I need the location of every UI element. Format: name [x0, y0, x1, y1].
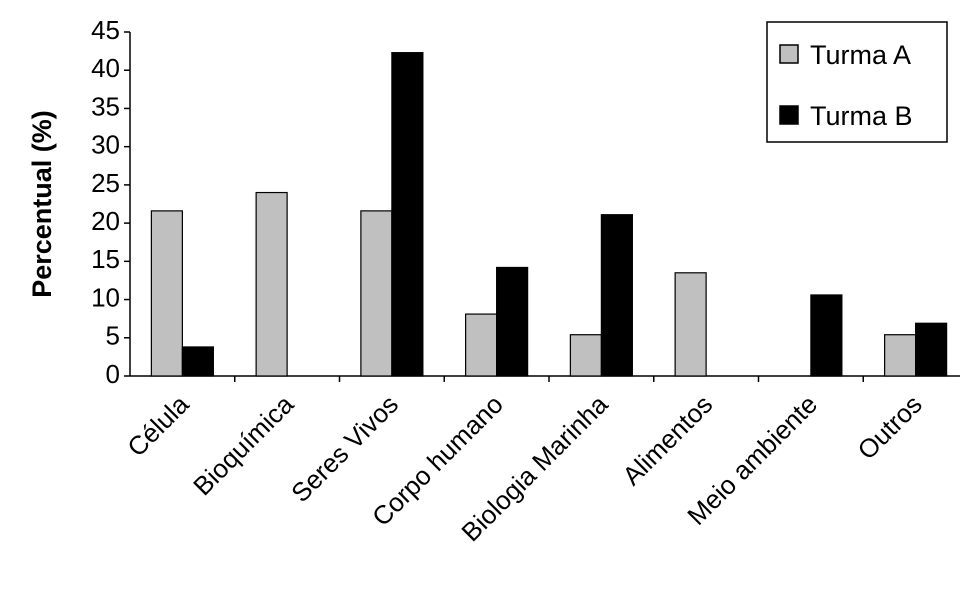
y-tick-label: 40	[91, 53, 120, 83]
y-tick-label: 45	[91, 15, 120, 45]
bar-turma-b	[391, 52, 424, 377]
bar-turma-b	[600, 214, 633, 377]
bar-turma-b	[496, 266, 529, 377]
legend-swatch-turma-b	[779, 105, 799, 125]
legend-label-turma-a: Turma A	[810, 40, 911, 70]
legend: Turma A Turma B	[766, 21, 948, 143]
x-tick-label: Célula	[121, 389, 195, 463]
bar-turma-b	[810, 294, 843, 377]
y-axis-label: Percentual (%)	[27, 110, 57, 298]
bar-turma-b	[915, 322, 948, 377]
y-tick-label: 25	[91, 168, 120, 198]
y-axis: 0 5 10 15 20 25 30 35 40 45	[91, 15, 131, 389]
y-tick-label: 35	[91, 91, 120, 121]
bar-turma-a	[674, 272, 707, 377]
x-tick-label: Alimentos	[616, 389, 718, 491]
bar-turma-a	[884, 334, 917, 377]
x-tick-label: Outros	[851, 389, 927, 465]
legend-swatch-turma-a	[779, 44, 799, 64]
y-tick-label: 15	[91, 244, 120, 274]
bar-turma-a	[360, 210, 393, 377]
bar-turma-a	[150, 210, 183, 377]
legend-label-turma-b: Turma B	[810, 101, 913, 131]
y-tick-label: 10	[91, 282, 120, 312]
y-tick-label: 20	[91, 206, 120, 236]
x-tick-label: Bioquímica	[187, 389, 300, 502]
bar-turma-b	[181, 346, 214, 377]
y-tick-label: 30	[91, 130, 120, 160]
bar-turma-a	[255, 191, 288, 377]
x-axis	[130, 375, 960, 382]
bars	[150, 52, 948, 377]
bar-turma-a	[465, 313, 498, 377]
bar-turma-a	[569, 334, 602, 377]
y-tick-label: 0	[106, 359, 120, 389]
y-tick-label: 5	[106, 321, 120, 351]
